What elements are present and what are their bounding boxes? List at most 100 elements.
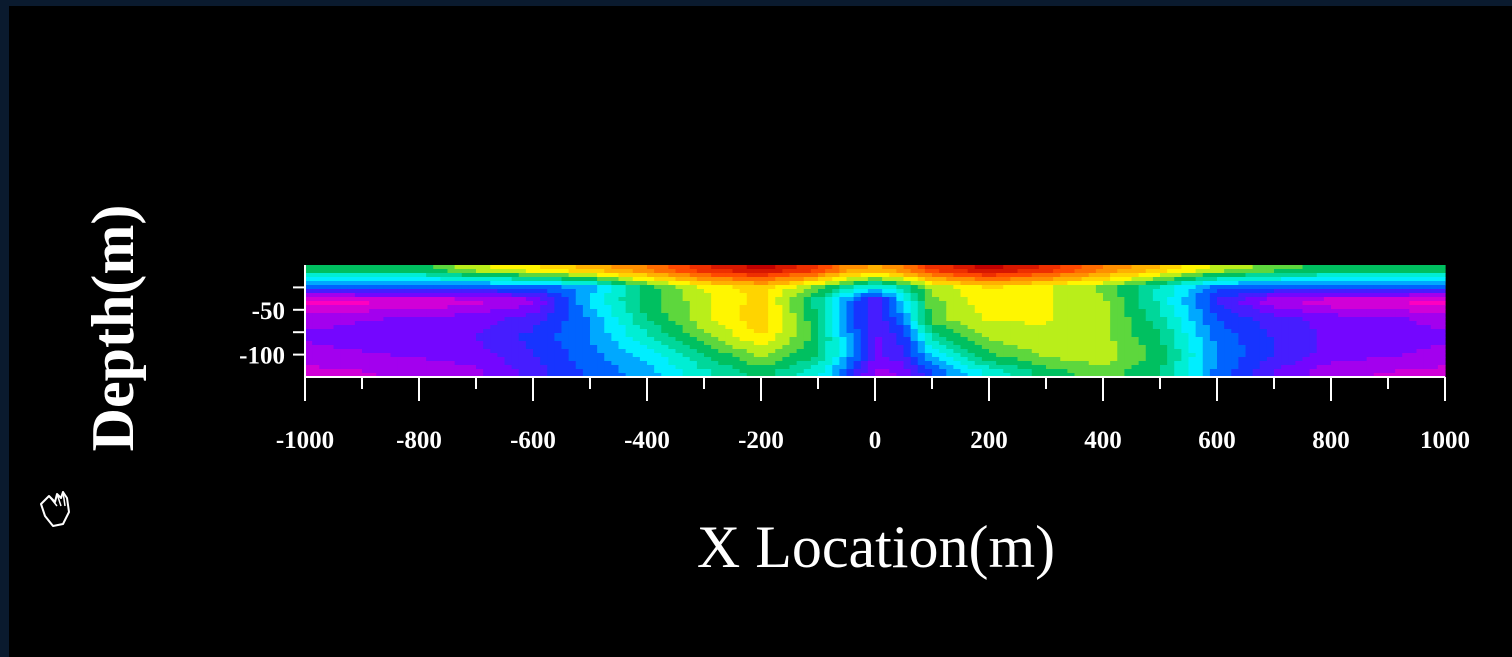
heatmap-cell bbox=[647, 281, 655, 286]
heatmap-cell bbox=[1238, 313, 1247, 318]
heatmap-cell bbox=[1309, 373, 1318, 378]
heatmap-cell bbox=[1174, 369, 1182, 374]
heatmap-cell bbox=[590, 317, 598, 322]
heatmap-cell bbox=[1174, 337, 1182, 342]
heatmap-cell bbox=[953, 365, 962, 370]
heatmap-cell bbox=[1202, 301, 1211, 306]
heatmap-cell bbox=[1209, 361, 1218, 366]
heatmap-cell bbox=[1088, 277, 1097, 282]
heatmap-cell bbox=[1110, 345, 1118, 350]
heatmap-cell bbox=[746, 317, 755, 322]
heatmap-cell bbox=[1245, 293, 1254, 298]
heatmap-cell bbox=[860, 345, 869, 350]
heatmap-cell bbox=[1302, 273, 1311, 278]
heatmap-cell bbox=[654, 273, 662, 278]
heatmap-cell bbox=[1067, 337, 1076, 342]
heatmap-cell bbox=[1380, 341, 1389, 346]
heatmap-cell bbox=[504, 321, 513, 326]
heatmap-cell bbox=[490, 361, 498, 366]
heatmap-cell bbox=[732, 365, 741, 370]
heatmap-cell bbox=[319, 345, 327, 350]
heatmap-cell bbox=[739, 309, 748, 314]
heatmap-cell bbox=[882, 317, 890, 322]
heatmap-cell bbox=[1309, 337, 1318, 342]
heatmap-cell bbox=[426, 273, 434, 278]
heatmap-cell bbox=[1266, 361, 1275, 366]
heatmap-cell bbox=[604, 349, 612, 354]
heatmap-cell bbox=[1409, 269, 1418, 274]
heatmap-cell bbox=[882, 357, 890, 362]
heatmap-cell bbox=[340, 321, 349, 326]
heatmap-cell bbox=[910, 293, 919, 298]
heatmap-cell bbox=[718, 301, 726, 306]
heatmap-cell bbox=[1331, 297, 1339, 302]
heatmap-cell bbox=[1188, 281, 1197, 286]
heatmap-cell bbox=[974, 357, 983, 362]
heatmap-cell bbox=[1224, 289, 1232, 294]
heatmap-cell bbox=[1081, 361, 1090, 366]
heatmap-cell bbox=[1259, 337, 1268, 342]
heatmap-cell bbox=[347, 265, 356, 270]
heatmap-cell bbox=[825, 349, 833, 354]
heatmap-cell bbox=[483, 361, 491, 366]
heatmap-cell bbox=[383, 293, 392, 298]
heatmap-cell bbox=[1017, 269, 1026, 274]
heatmap-cell bbox=[1145, 289, 1154, 294]
heatmap-cell bbox=[376, 353, 384, 358]
heatmap-cell bbox=[618, 305, 627, 310]
heatmap-cell bbox=[775, 349, 783, 354]
heatmap-cell bbox=[1266, 345, 1275, 350]
heatmap-cell bbox=[839, 285, 848, 290]
heatmap-cell bbox=[618, 349, 627, 354]
heatmap-cell bbox=[896, 321, 905, 326]
heatmap-cell bbox=[896, 285, 905, 290]
heatmap-cell bbox=[1323, 289, 1332, 294]
heatmap-cell bbox=[974, 353, 983, 358]
heatmap-cell bbox=[1088, 273, 1097, 278]
heatmap-cell bbox=[903, 277, 912, 282]
heatmap-cell bbox=[853, 341, 862, 346]
heatmap-cell bbox=[497, 337, 506, 342]
heatmap-cell bbox=[1352, 365, 1361, 370]
heatmap-cell bbox=[647, 321, 655, 326]
heatmap-cell bbox=[454, 297, 463, 302]
heatmap-cell bbox=[1103, 337, 1111, 342]
heatmap-cell bbox=[1295, 297, 1304, 302]
heatmap-cell bbox=[689, 317, 698, 322]
heatmap-cell bbox=[454, 349, 463, 354]
heatmap-cell bbox=[1081, 317, 1090, 322]
heatmap-cell bbox=[1160, 353, 1168, 358]
heatmap-cell bbox=[1288, 309, 1296, 314]
heatmap-cell bbox=[753, 301, 762, 306]
heatmap-cell bbox=[889, 349, 897, 354]
heatmap-cell bbox=[383, 297, 392, 302]
heatmap-cell bbox=[803, 337, 812, 342]
heatmap-cell bbox=[1231, 321, 1239, 326]
heatmap-cell bbox=[639, 301, 648, 306]
heatmap-cell bbox=[1074, 365, 1083, 370]
heatmap-cell bbox=[839, 361, 848, 366]
heatmap-cell bbox=[1217, 361, 1225, 366]
heatmap-cell bbox=[1138, 289, 1147, 294]
heatmap-cell bbox=[1437, 325, 1446, 330]
heatmap-cell bbox=[1103, 373, 1111, 378]
heatmap-cell bbox=[1338, 277, 1346, 282]
heatmap-cell bbox=[711, 313, 719, 318]
heatmap-cell bbox=[668, 329, 677, 334]
heatmap-cell bbox=[1338, 281, 1346, 286]
heatmap-cell bbox=[981, 285, 990, 290]
heatmap-cell bbox=[746, 301, 755, 306]
heatmap-cell bbox=[789, 337, 798, 342]
heatmap-cell bbox=[447, 353, 456, 358]
heatmap-cell bbox=[939, 345, 947, 350]
heatmap-cell bbox=[668, 273, 677, 278]
heatmap-cell bbox=[611, 277, 620, 282]
heatmap-cell bbox=[1217, 281, 1225, 286]
heatmap-cell bbox=[1281, 369, 1289, 374]
heatmap-cell bbox=[1295, 273, 1304, 278]
heatmap-cell bbox=[796, 369, 805, 374]
heatmap-cell bbox=[411, 369, 420, 374]
heatmap-cell bbox=[1017, 285, 1026, 290]
heatmap-cell bbox=[354, 357, 363, 362]
heatmap-cell bbox=[454, 365, 463, 370]
